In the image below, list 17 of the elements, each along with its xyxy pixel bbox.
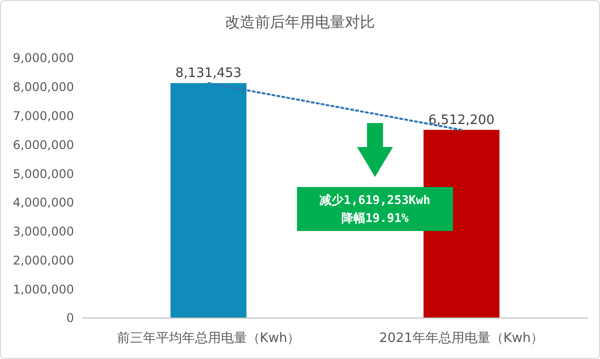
y-tick-label: 6,000,000 [12,138,74,152]
data-label: 6,512,200 [428,112,495,128]
annotation: 降幅19.91% [341,211,410,225]
y-tick-label: 2,000,000 [12,253,74,268]
y-tick-label: 8,000,000 [12,80,74,94]
x-tick-label: 前三年平均年总用电量（Kwh） [116,331,300,346]
y-tick-label: 5,000,000 [12,166,74,181]
y-tick-label: 3,000,000 [12,224,74,239]
y-tick-label: 7,000,000 [12,108,74,123]
y-tick-label: 0 [66,311,74,326]
chart-title: 改造前后年用电量对比 [225,13,375,31]
y-tick-label: 1,000,000 [12,282,74,296]
y-tick-label: 9,000,000 [12,51,74,66]
annotation: 减少1,619,253Kwh [320,193,430,207]
x-tick-label: 2021年年总用电量（Kwh） [379,331,544,346]
y-tick-label: 4,000,000 [12,196,74,210]
data-label: 8,131,453 [175,66,242,82]
